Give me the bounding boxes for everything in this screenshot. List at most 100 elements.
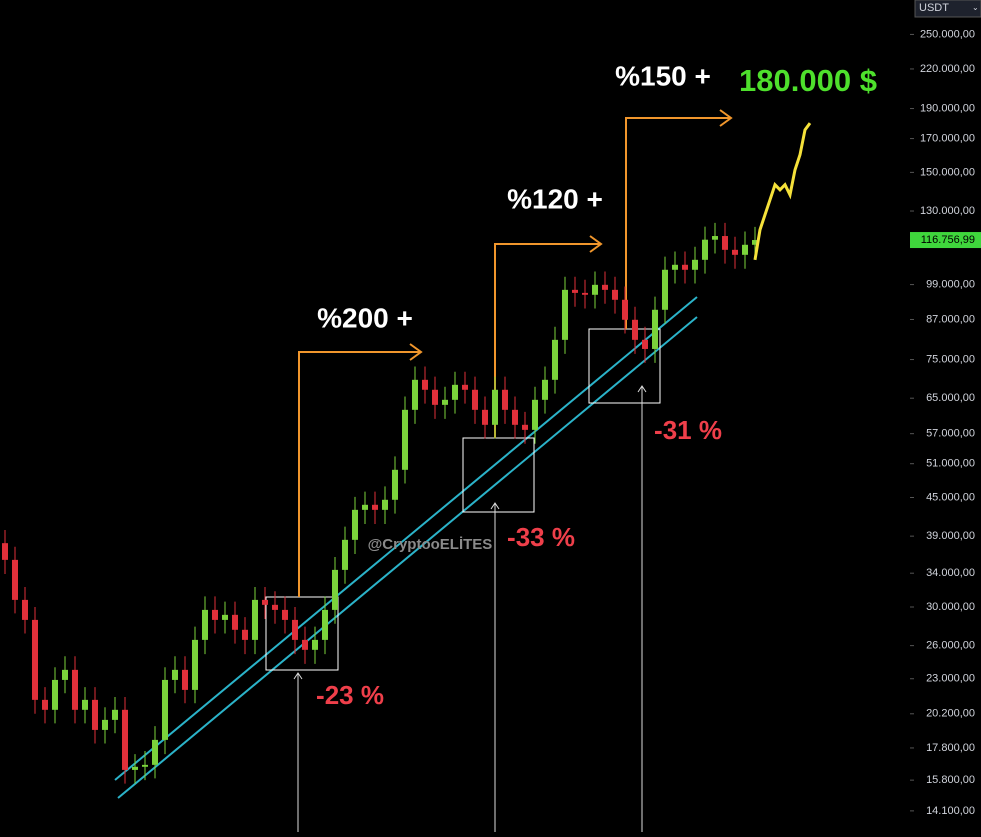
y-tick-label: 65.000,00 <box>926 392 975 404</box>
channel-lower <box>117 316 698 799</box>
annotation: %200 + <box>317 302 413 333</box>
candle-body <box>282 609 288 620</box>
candle-body <box>522 424 528 430</box>
candle-body <box>722 236 728 250</box>
annotation: %120 + <box>507 183 603 214</box>
candle-body <box>122 709 128 770</box>
currency: USDT <box>919 2 949 14</box>
candle-body <box>442 399 448 405</box>
y-tick-label: 30.000,00 <box>926 601 975 613</box>
candle-body <box>232 614 238 630</box>
currency-box[interactable] <box>914 0 981 18</box>
candle-body <box>292 619 298 640</box>
candle-body <box>432 389 438 405</box>
candle-body <box>532 399 538 430</box>
candle-body <box>192 639 198 690</box>
y-tick-label: 150.000,00 <box>920 166 975 178</box>
y-tick-label: 17.800,00 <box>926 742 975 754</box>
candle-body <box>602 284 608 290</box>
candle-body <box>42 699 48 710</box>
candle-body <box>182 669 188 690</box>
candle-body <box>682 264 688 270</box>
candle-body <box>222 614 228 620</box>
y-tick-label: 23.000,00 <box>926 673 975 685</box>
candle-body <box>732 249 738 255</box>
annotation: %150 + <box>615 60 711 91</box>
candle-body <box>142 764 148 767</box>
candle-body <box>742 244 748 255</box>
candle-body <box>612 289 618 300</box>
y-tick-label: 20.200,00 <box>926 708 975 720</box>
candle-body <box>582 292 588 295</box>
candle-body <box>272 604 278 610</box>
candle-body <box>562 289 568 340</box>
candle-body <box>542 379 548 400</box>
candle-body <box>652 309 658 349</box>
candle-body <box>502 389 508 410</box>
y-tick-label: 250.000,00 <box>920 28 975 40</box>
candle-body <box>152 739 158 765</box>
candle-body <box>402 409 408 470</box>
candle-body <box>22 599 28 620</box>
candle-body <box>82 699 88 710</box>
candle-body <box>492 389 498 425</box>
candle-body <box>72 669 78 710</box>
candle-body <box>642 339 648 349</box>
currency-caret: ⌄ <box>972 3 979 12</box>
candle-body <box>132 766 138 770</box>
annotation: -33 % <box>507 522 575 552</box>
candle-body <box>392 469 398 500</box>
candle-body <box>592 284 598 295</box>
annotation: -31 % <box>654 415 722 445</box>
candle-body <box>172 669 178 680</box>
candle-body <box>672 264 678 270</box>
candle-body <box>302 639 308 650</box>
candle-body <box>382 499 388 510</box>
y-tick-label: 99.000,00 <box>926 278 975 290</box>
candle-body <box>52 679 58 710</box>
annotation: -23 % <box>316 680 384 710</box>
candle-body <box>472 389 478 410</box>
y-tick-label: 39.000,00 <box>926 530 975 542</box>
candle-body <box>632 319 638 340</box>
candle-body <box>512 409 518 425</box>
y-tick-label: 130.000,00 <box>920 205 975 217</box>
candle-body <box>622 299 628 320</box>
box <box>588 328 661 404</box>
candle-body <box>12 559 18 600</box>
box <box>265 596 339 671</box>
candle-body <box>412 379 418 410</box>
y-tick-label: 190.000,00 <box>920 102 975 114</box>
candle-body <box>2 543 8 560</box>
channel-upper <box>114 296 698 781</box>
candle-body <box>162 679 168 740</box>
y-tick-label: 57.000,00 <box>926 428 975 440</box>
orange-arrows <box>298 109 733 597</box>
candle-body <box>62 669 68 680</box>
candle-body <box>342 539 348 570</box>
candle-body <box>692 259 698 270</box>
y-tick-label: 14.100,00 <box>926 805 975 817</box>
candle-body <box>262 599 268 605</box>
candle-body <box>712 236 718 240</box>
candle-body <box>32 619 38 700</box>
candle-body <box>322 609 328 640</box>
candle-body <box>572 289 578 293</box>
candle-body <box>372 504 378 510</box>
candle-body <box>662 269 668 310</box>
y-tick-label: 75.000,00 <box>926 353 975 365</box>
candle-body <box>462 384 468 390</box>
white-arrows <box>293 385 647 832</box>
candle-body <box>202 609 208 640</box>
y-tick-label: 220.000,00 <box>920 63 975 75</box>
annotation: 180.000 $ <box>739 63 877 98</box>
y-tick-label: 15.800,00 <box>926 774 975 786</box>
y-tick-label: 170.000,00 <box>920 132 975 144</box>
last-price-label: 116.756,99 <box>921 234 975 246</box>
y-tick-label: 51.000,00 <box>926 458 975 470</box>
candle-body <box>112 709 118 720</box>
price-axis <box>910 0 981 837</box>
candle-body <box>482 409 488 425</box>
axis-labels: 250.000,00 220.000,00 190.000,00 170.000,00… <box>910 28 975 817</box>
